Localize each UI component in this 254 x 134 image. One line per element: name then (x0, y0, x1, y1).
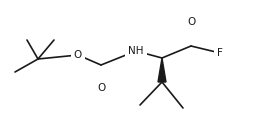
Text: O: O (97, 83, 105, 93)
Text: O: O (74, 50, 82, 60)
Text: O: O (187, 17, 195, 27)
Polygon shape (158, 58, 166, 82)
Text: NH: NH (128, 46, 144, 56)
Text: F: F (217, 48, 223, 58)
